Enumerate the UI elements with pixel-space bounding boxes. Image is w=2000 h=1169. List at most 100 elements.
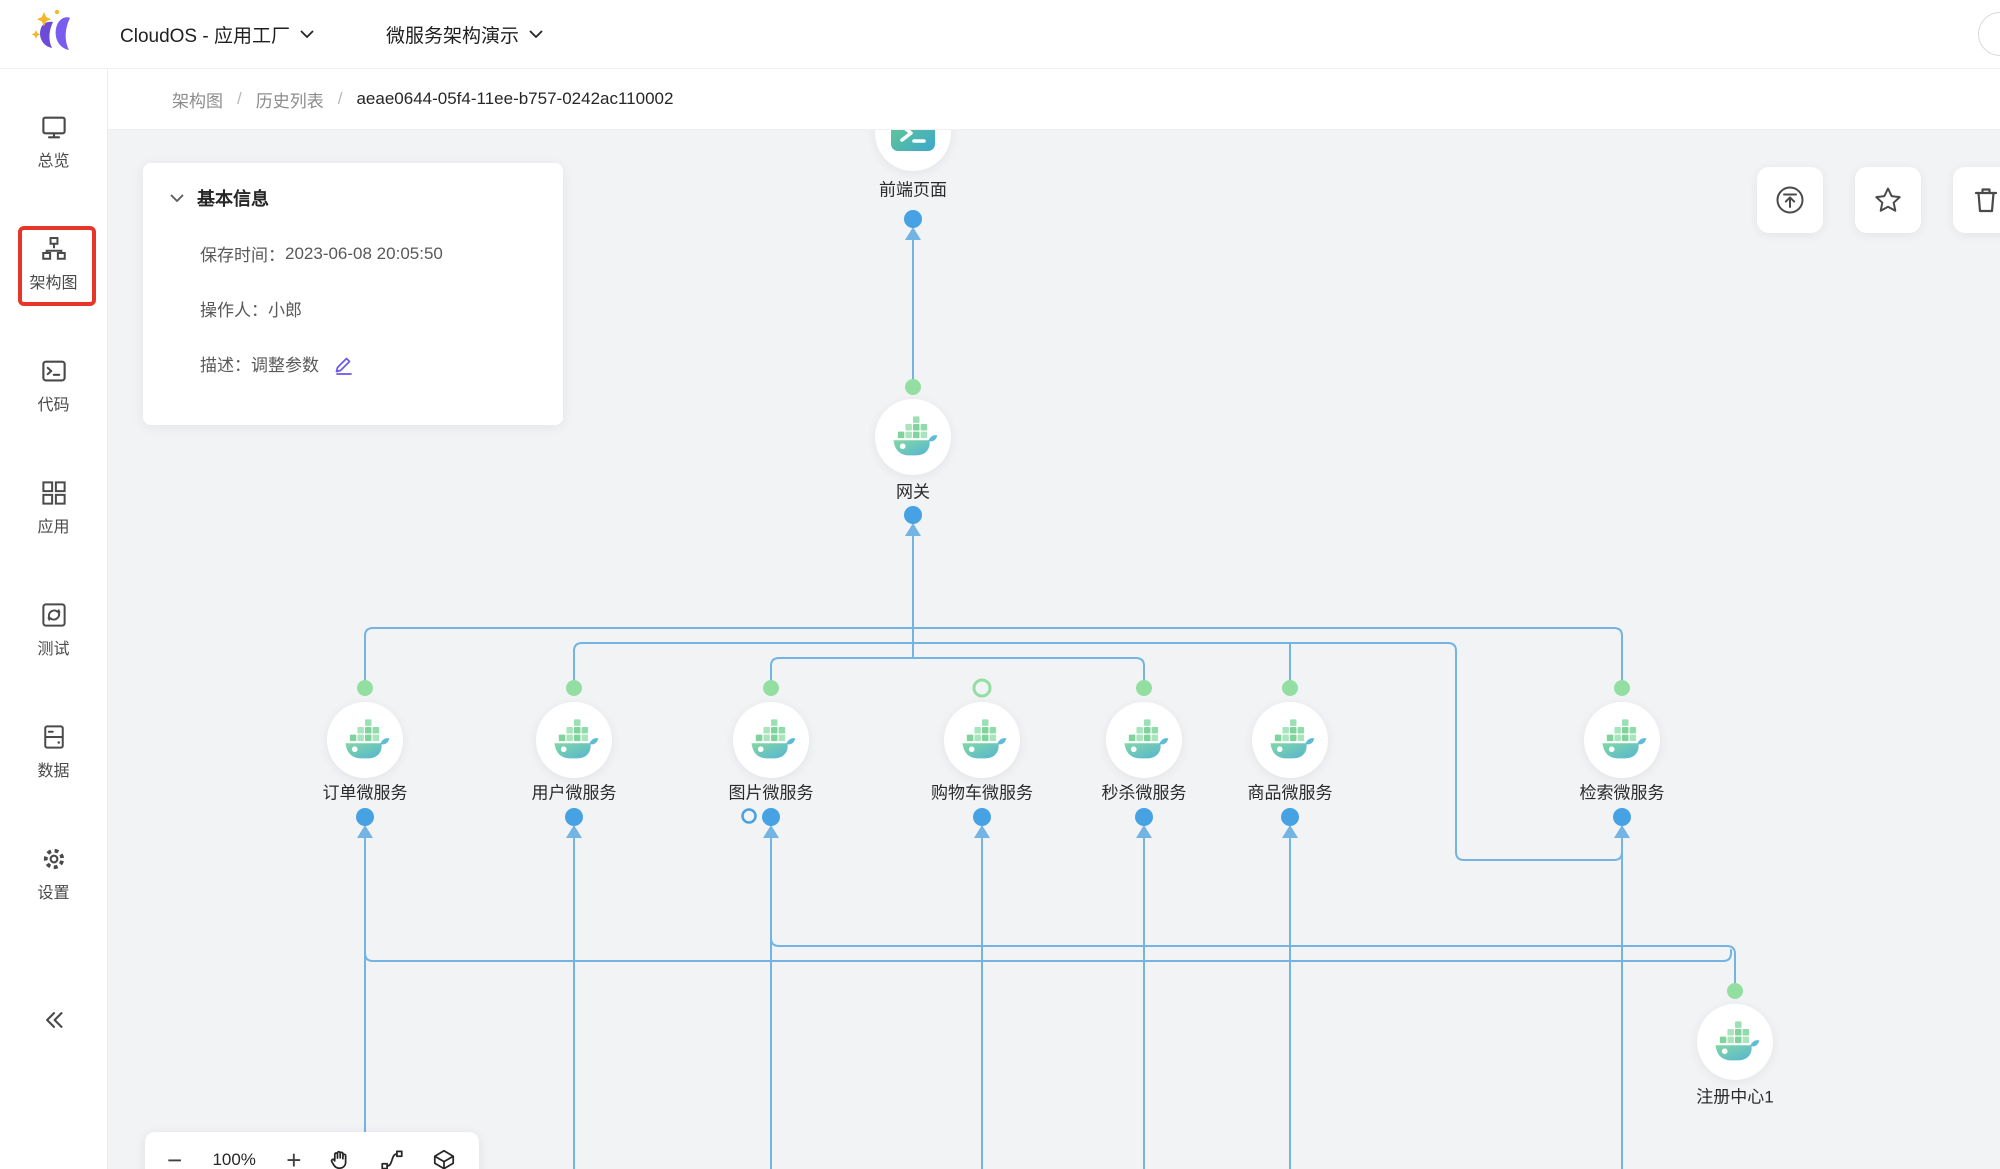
sidebar-item-label: 架构图 — [29, 274, 78, 292]
breadcrumb-item: aeae0644-05f4-11ee-b757-0242ac110002 — [356, 89, 674, 108]
port-dot-blue — [1135, 808, 1153, 826]
diagram-edge — [573, 642, 914, 681]
sidebar-item-label: 代码 — [37, 396, 70, 414]
collapse-chevron-icon[interactable] — [170, 194, 184, 203]
port-dot-blue — [762, 808, 780, 826]
diagram-edge — [364, 627, 914, 681]
monitor-icon — [41, 116, 66, 138]
port-dot-blue — [356, 808, 374, 826]
port-dot-blue — [1613, 808, 1631, 826]
avatar[interactable] — [1978, 12, 2000, 56]
node-label-image: 图片微服务 — [728, 783, 814, 803]
diagram-edge — [912, 642, 1623, 861]
trash-icon — [1974, 188, 1998, 213]
description-row: 描述： 调整参数 — [200, 351, 563, 376]
sidebar-item-settings[interactable]: 设置 — [14, 841, 94, 905]
sidebar-item-test[interactable]: 测试 — [14, 597, 94, 661]
sidebar-item-label: 总览 — [37, 152, 70, 170]
port-dot-green — [1614, 680, 1630, 696]
sidebar-item-label: 测试 — [37, 640, 70, 658]
sitemap-icon — [41, 236, 66, 260]
basic-info-card: 基本信息 保存时间： 2023-06-08 20:05:50 操作人： 小郎 描述：… — [143, 163, 563, 425]
node-label-gateway: 网关 — [896, 482, 930, 502]
diagram-edge — [912, 627, 1623, 681]
docker-icon — [1270, 719, 1315, 759]
cloudos-logo-icon — [31, 9, 70, 50]
docker-icon — [962, 719, 1007, 759]
favorite-button[interactable] — [1855, 167, 1921, 233]
chevron-down-icon — [529, 30, 543, 38]
breadcrumb: 架构图 / 历史列表 / aeae0644-05f4-11ee-b757-0242ac1… — [108, 69, 2000, 130]
diagram-edge — [770, 657, 914, 681]
edge-arrow-icon — [974, 825, 990, 838]
cycle-icon — [41, 602, 66, 627]
port-dot-green — [763, 680, 779, 696]
port-dot-green — [905, 379, 921, 395]
edge-arrow-icon — [1136, 825, 1152, 838]
node-gateway[interactable] — [875, 399, 951, 475]
sidebar: 总览架构图代码应用测试数据设置 — [0, 69, 108, 1169]
zoom-in-button[interactable]: + — [286, 1145, 302, 1169]
project-switcher[interactable]: 微服务架构演示 — [386, 21, 543, 48]
cube-icon[interactable] — [431, 1147, 457, 1169]
collapse-sidebar-button[interactable] — [39, 1005, 69, 1040]
database-icon — [43, 724, 64, 749]
product-switcher[interactable]: CloudOS - 应用工厂 — [120, 21, 314, 48]
diagram-edge — [912, 657, 1145, 681]
port-dot-green — [357, 680, 373, 696]
operator-row: 操作人： 小郎 — [200, 301, 302, 320]
diagram-edge — [364, 949, 1732, 962]
card-title: 基本信息 — [197, 189, 269, 209]
hand-icon[interactable] — [327, 1147, 353, 1169]
node-label-seckill: 秒杀微服务 — [1101, 783, 1187, 803]
docker-icon — [1715, 1021, 1760, 1061]
diagram-edge — [770, 937, 1736, 984]
port-dot-green — [1727, 983, 1743, 999]
node-label-cart: 购物车微服务 — [931, 783, 1033, 803]
node-image[interactable] — [733, 702, 809, 778]
breadcrumb-separator: / — [237, 89, 242, 108]
edge-arrow-icon — [1614, 825, 1630, 838]
breadcrumb-item[interactable]: 架构图 — [172, 91, 223, 111]
node-seckill[interactable] — [1106, 702, 1182, 778]
edge-arrow-icon — [1282, 825, 1298, 838]
chevron-down-icon — [300, 30, 314, 38]
diagram-edges — [356, 210, 1743, 1169]
delete-button[interactable] — [1953, 167, 2000, 233]
sidebar-item-app[interactable]: 应用 — [14, 475, 94, 539]
node-label-frontend: 前端页面 — [879, 180, 947, 200]
docker-icon — [1124, 719, 1169, 759]
sidebar-item-architecture[interactable]: 架构图 — [14, 226, 96, 306]
node-cart[interactable] — [944, 702, 1020, 778]
port-dot-blue — [1281, 808, 1299, 826]
sidebar-item-label: 设置 — [37, 884, 70, 902]
edit-description-icon[interactable] — [333, 353, 355, 375]
node-label-user: 用户微服务 — [531, 783, 617, 803]
connector-icon[interactable] — [379, 1147, 405, 1169]
node-user[interactable] — [536, 702, 612, 778]
sidebar-item-overview[interactable]: 总览 — [14, 109, 94, 173]
publish-button[interactable] — [1757, 167, 1823, 233]
node-registry[interactable] — [1697, 1004, 1773, 1080]
product-name: CloudOS - 应用工厂 — [120, 25, 290, 47]
port-dot-blue — [973, 808, 991, 826]
sidebar-item-data[interactable]: 数据 — [14, 719, 94, 783]
node-search[interactable] — [1584, 702, 1660, 778]
node-label-goods: 商品微服务 — [1247, 783, 1333, 803]
docker-icon — [751, 719, 796, 759]
double-chevron-left-icon — [45, 1012, 63, 1028]
sidebar-item-label: 应用 — [37, 518, 70, 536]
sidebar-item-code[interactable]: 代码 — [14, 353, 94, 417]
node-label-search: 检索微服务 — [1579, 783, 1665, 803]
port-ring-green — [972, 678, 992, 698]
docker-icon — [1602, 719, 1647, 759]
port-dot-green — [566, 680, 582, 696]
upload-circle-icon — [1776, 186, 1804, 214]
breadcrumb-item[interactable]: 历史列表 — [255, 91, 324, 111]
breadcrumb-separator: / — [337, 89, 343, 108]
app-header: CloudOS - 应用工厂 微服务架构演示 — [0, 0, 2000, 69]
port-dot-blue — [904, 506, 922, 524]
node-goods[interactable] — [1252, 702, 1328, 778]
zoom-out-button[interactable]: − — [167, 1145, 183, 1169]
node-order[interactable] — [327, 702, 403, 778]
